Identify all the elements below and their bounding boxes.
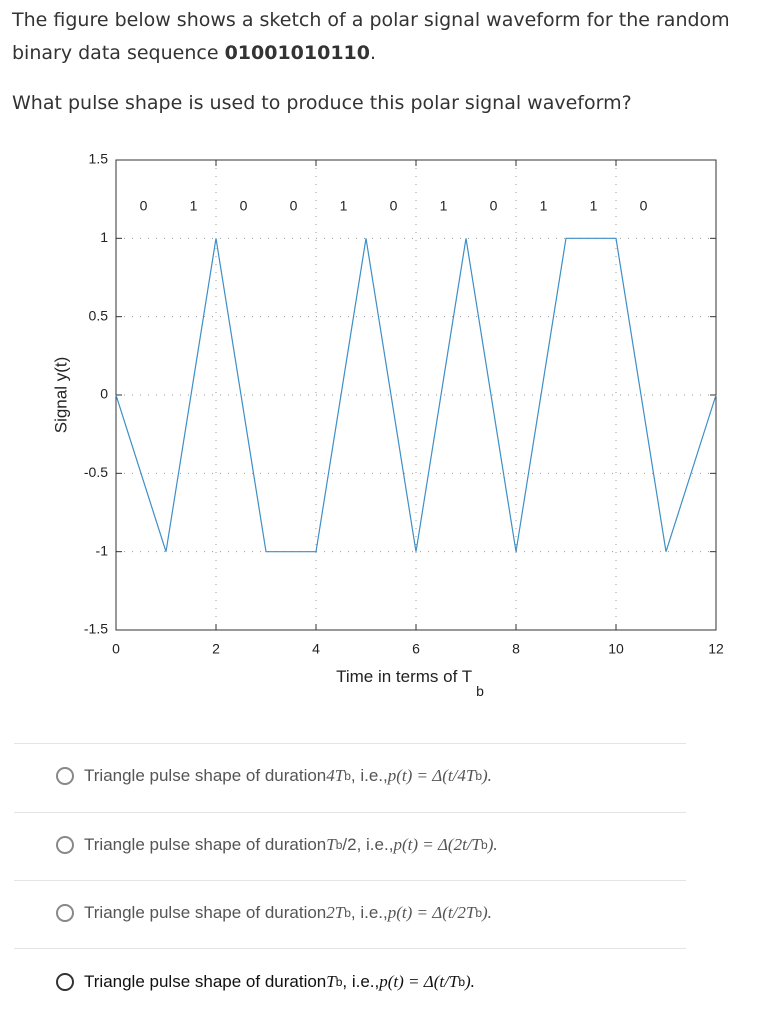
answer-option[interactable]: Triangle pulse shape of duration 4T b, i.… [56, 766, 492, 786]
bit-label: 0 [240, 198, 248, 214]
option-text: 4T [326, 766, 345, 785]
option-text: b [335, 975, 343, 989]
option-text: Triangle pulse shape of duration [84, 835, 327, 854]
option-text: T [326, 835, 336, 854]
option-text: , i.e., [342, 972, 380, 991]
bit-label: 0 [290, 198, 298, 214]
bit-label: 1 [440, 198, 448, 214]
option-text: p(t) = Δ(2t/T [393, 835, 481, 854]
option-text: Triangle pulse shape of duration [84, 972, 327, 991]
x-tick-label: 8 [512, 641, 520, 657]
plot-frame [115, 159, 717, 631]
option-text: Triangle pulse shape of duration [84, 903, 327, 922]
bit-label: 0 [140, 198, 148, 214]
option-text: /2, i.e., [342, 835, 394, 854]
chart: -1.5-1-0.500.511.50 2 4 6 8 10 120 1 0 0 1 0 1 0 1 1 0Ti… [51, 151, 724, 699]
y-tick-label: 1 [100, 229, 108, 245]
question-prompt: What pulse shape is used to produce this… [12, 92, 632, 114]
separator [14, 743, 686, 744]
x-tick-label: 2 [212, 641, 220, 657]
option-text: , i.e., [350, 766, 388, 785]
option-text: b [475, 906, 483, 920]
bit-label: 1 [590, 198, 598, 214]
separator [14, 880, 686, 881]
bit-label: 0 [390, 198, 398, 214]
option-text: p(t) = Δ(t/T [379, 972, 459, 991]
question-text: The figure below shows a sketch of a pol… [12, 4, 742, 70]
x-tick-label: 10 [608, 641, 624, 657]
radio-button[interactable] [56, 904, 74, 922]
radio-button[interactable] [56, 973, 74, 991]
option-text: ). [482, 903, 492, 922]
x-axis-label: Time in terms of Tb [336, 667, 484, 698]
radio-button[interactable] [56, 836, 74, 854]
bit-label: 0 [490, 198, 498, 214]
radio-button[interactable] [56, 767, 74, 785]
y-tick-label: -1.5 [84, 621, 108, 637]
y-tick-label: 1.5 [89, 151, 109, 167]
data-sequence: 01001010110 [224, 42, 370, 64]
option-text: p(t) = Δ(t/4T [387, 766, 476, 785]
x-axis-label-sub: b [476, 683, 484, 699]
separator [14, 812, 686, 813]
signal-line [115, 237, 717, 553]
x-axis-label-main: Time in terms of T [336, 667, 472, 686]
option-text: b [458, 975, 466, 989]
bit-label: 1 [190, 198, 198, 214]
option-text: b [344, 769, 351, 783]
x-tick-label: 6 [412, 641, 420, 657]
y-axis-label: Signal y(t) [51, 357, 70, 434]
question-lead: The figure below shows a sketch of a pol… [12, 9, 730, 64]
y-tick-label: 0 [100, 386, 108, 402]
option-text: b [344, 906, 351, 920]
option-text: Triangle pulse shape of duration [84, 766, 327, 785]
option-text: T [326, 972, 336, 991]
option-text: b [481, 838, 488, 852]
bit-label: 1 [540, 198, 548, 214]
x-tick-label: 0 [112, 641, 120, 657]
bit-label: 1 [340, 198, 348, 214]
option-text: ). [465, 972, 475, 991]
y-tick-label: -1 [96, 542, 109, 558]
option-text: ). [482, 766, 492, 785]
option-text: 2T [326, 903, 345, 922]
y-tick-label: 0.5 [89, 307, 109, 323]
x-tick-label: 4 [312, 641, 320, 657]
x-tick-label: 12 [708, 641, 724, 657]
bit-label: 0 [640, 198, 648, 214]
option-text: ). [487, 835, 498, 854]
question-end: . [370, 42, 377, 64]
y-tick-label: -0.5 [84, 464, 108, 480]
option-text: p(t) = Δ(t/2T [387, 903, 476, 922]
separator [14, 948, 686, 949]
answer-option[interactable]: Triangle pulse shape of duration 2T b, i.… [56, 903, 492, 923]
option-text: b [475, 769, 483, 783]
option-text: b [335, 838, 343, 852]
option-text: , i.e., [350, 903, 388, 922]
